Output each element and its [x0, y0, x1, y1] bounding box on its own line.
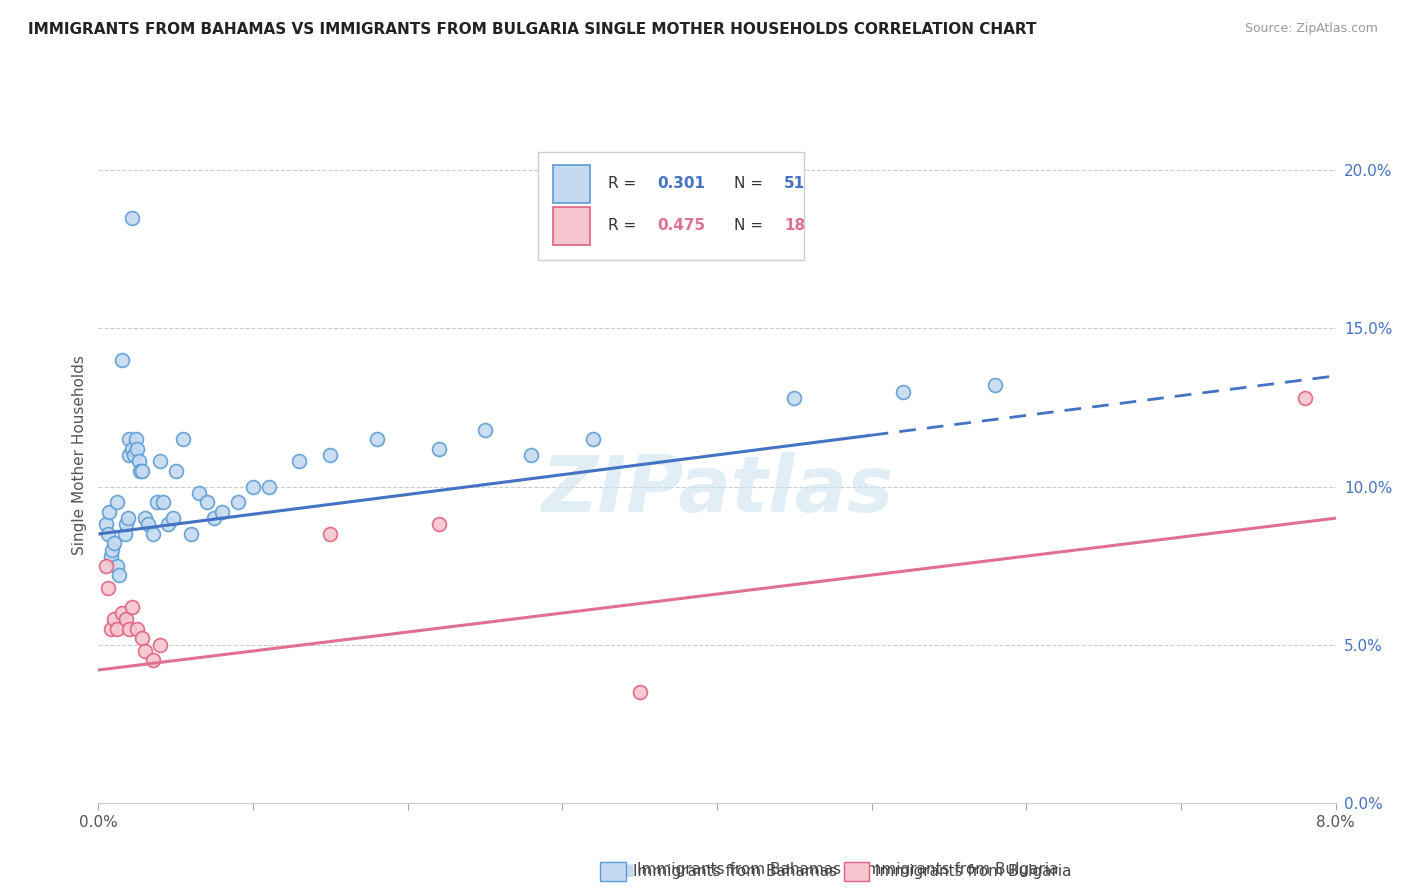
Point: [134, 511, 156, 525]
Point: [105, 558, 128, 573]
Point: [520, 448, 543, 462]
Text: Immigrants from Bulgaria: Immigrants from Bulgaria: [875, 864, 1071, 879]
Point: [96, 558, 118, 573]
Point: [105, 622, 128, 636]
Text: N =: N =: [734, 219, 768, 233]
FancyBboxPatch shape: [537, 153, 804, 260]
Point: [257, 479, 280, 493]
Point: [118, 448, 141, 462]
Point: [127, 622, 149, 636]
Point: [288, 454, 311, 468]
Text: 0.301: 0.301: [658, 177, 706, 192]
FancyBboxPatch shape: [553, 207, 589, 244]
Point: [111, 606, 134, 620]
Point: [157, 517, 180, 532]
Point: [115, 517, 138, 532]
Point: [134, 644, 156, 658]
Point: [319, 448, 342, 462]
Point: [152, 495, 174, 509]
Point: [118, 622, 141, 636]
Point: [173, 432, 195, 446]
Point: [427, 517, 450, 532]
Text: ▪: ▪: [619, 858, 636, 881]
Point: [141, 653, 165, 667]
Text: Source: ZipAtlas.com: Source: ZipAtlas.com: [1244, 22, 1378, 36]
Point: [783, 391, 806, 405]
Point: [100, 622, 122, 636]
Text: Immigrants from Bulgaria: Immigrants from Bulgaria: [862, 863, 1059, 877]
Point: [127, 442, 149, 456]
Point: [118, 432, 141, 446]
Point: [128, 454, 150, 468]
Point: [96, 517, 118, 532]
Point: [188, 486, 211, 500]
Point: [121, 211, 143, 225]
Point: [114, 527, 136, 541]
Point: [124, 432, 146, 446]
Text: 51: 51: [785, 177, 806, 192]
Point: [111, 353, 134, 368]
Point: [141, 527, 165, 541]
Point: [149, 454, 172, 468]
Point: [121, 442, 143, 456]
Point: [107, 568, 129, 582]
Point: [180, 527, 202, 541]
Point: [474, 423, 496, 437]
Point: [97, 581, 120, 595]
Text: ▪: ▪: [844, 858, 860, 881]
Point: [122, 448, 145, 462]
Text: IMMIGRANTS FROM BAHAMAS VS IMMIGRANTS FROM BULGARIA SINGLE MOTHER HOUSEHOLDS COR: IMMIGRANTS FROM BAHAMAS VS IMMIGRANTS FR…: [28, 22, 1036, 37]
Text: 0.475: 0.475: [658, 219, 706, 233]
Point: [97, 527, 120, 541]
Point: [582, 432, 605, 446]
Text: R =: R =: [609, 219, 641, 233]
Text: Immigrants from Bahamas: Immigrants from Bahamas: [637, 863, 841, 877]
Point: [204, 511, 226, 525]
Point: [226, 495, 249, 509]
Point: [628, 685, 651, 699]
Point: [98, 505, 121, 519]
Point: [242, 479, 264, 493]
Point: [984, 378, 1007, 392]
Point: [146, 495, 169, 509]
Point: [121, 599, 143, 614]
Point: [105, 495, 128, 509]
Point: [319, 527, 342, 541]
Point: [136, 517, 159, 532]
Point: [131, 464, 153, 478]
Point: [129, 464, 152, 478]
Point: [131, 632, 153, 646]
Point: [117, 511, 139, 525]
Text: Immigrants from Bahamas: Immigrants from Bahamas: [633, 864, 837, 879]
Point: [366, 432, 388, 446]
Point: [427, 442, 450, 456]
Point: [162, 511, 184, 525]
Text: N =: N =: [734, 177, 768, 192]
Point: [211, 505, 233, 519]
Point: [101, 542, 124, 557]
Point: [1294, 391, 1316, 405]
Point: [195, 495, 218, 509]
Text: ZIPatlas: ZIPatlas: [541, 451, 893, 528]
Point: [891, 384, 914, 399]
Point: [103, 536, 125, 550]
Point: [149, 638, 172, 652]
Y-axis label: Single Mother Households: Single Mother Households: [72, 355, 87, 555]
Point: [100, 549, 122, 563]
Point: [115, 612, 138, 626]
FancyBboxPatch shape: [553, 165, 589, 203]
Text: R =: R =: [609, 177, 641, 192]
Point: [165, 464, 187, 478]
Point: [103, 612, 125, 626]
Text: 18: 18: [785, 219, 806, 233]
